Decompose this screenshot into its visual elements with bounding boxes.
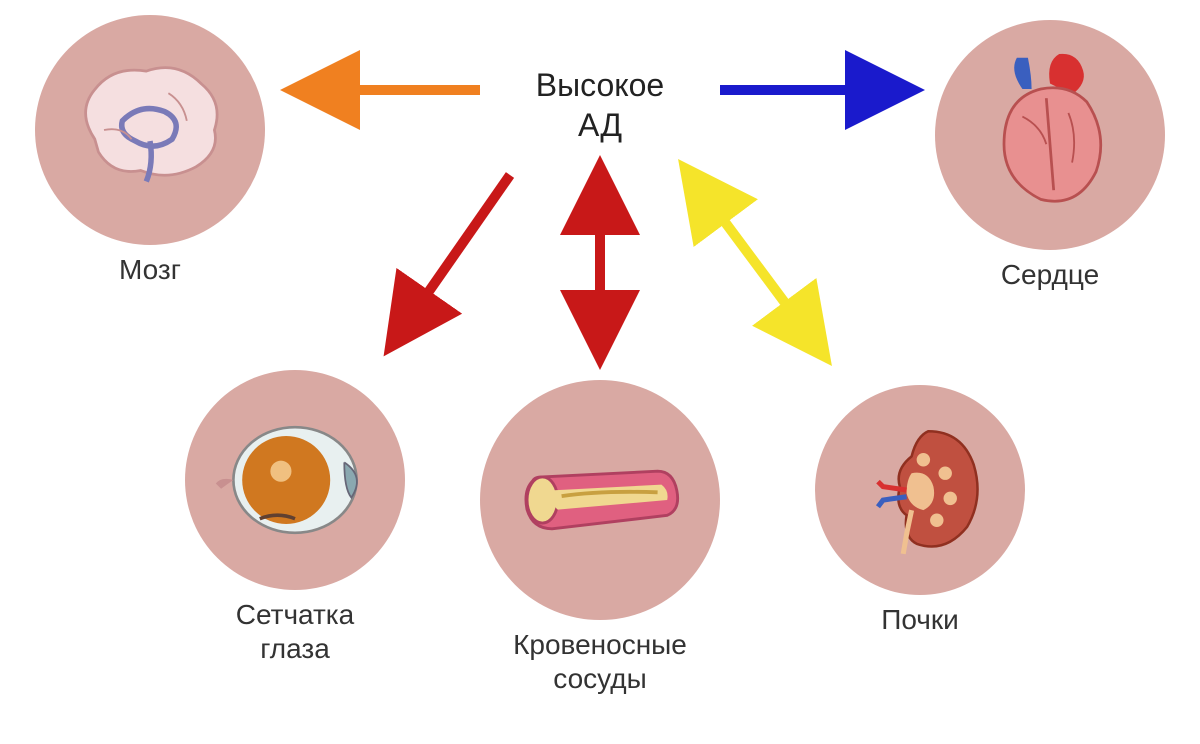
heart-icon [958, 43, 1142, 227]
label-brain: Мозг [35, 253, 265, 287]
diagram-canvas: Высокое АД [0, 0, 1200, 744]
circle-brain [35, 15, 265, 245]
node-kidney: Почки [815, 385, 1025, 637]
vessel-icon [504, 404, 696, 596]
node-vessels: Кровеносные сосуды [480, 380, 720, 695]
label-heart: Сердце [935, 258, 1165, 292]
circle-kidney [815, 385, 1025, 595]
node-heart: Сердце [935, 20, 1165, 292]
label-eye: Сетчатка глаза [185, 598, 405, 665]
center-title: Высокое АД [500, 65, 700, 145]
circle-heart [935, 20, 1165, 250]
eye-icon [207, 392, 383, 568]
node-brain: Мозг [35, 15, 265, 287]
circle-vessels [480, 380, 720, 620]
brain-icon [58, 38, 242, 222]
label-kidney: Почки [815, 603, 1025, 637]
kidney-icon [836, 406, 1004, 574]
circle-eye [185, 370, 405, 590]
arrow-to-kidney [690, 175, 820, 350]
label-vessels: Кровеносные сосуды [480, 628, 720, 695]
arrow-to-eye [395, 175, 510, 340]
node-eye: Сетчатка глаза [185, 370, 405, 665]
